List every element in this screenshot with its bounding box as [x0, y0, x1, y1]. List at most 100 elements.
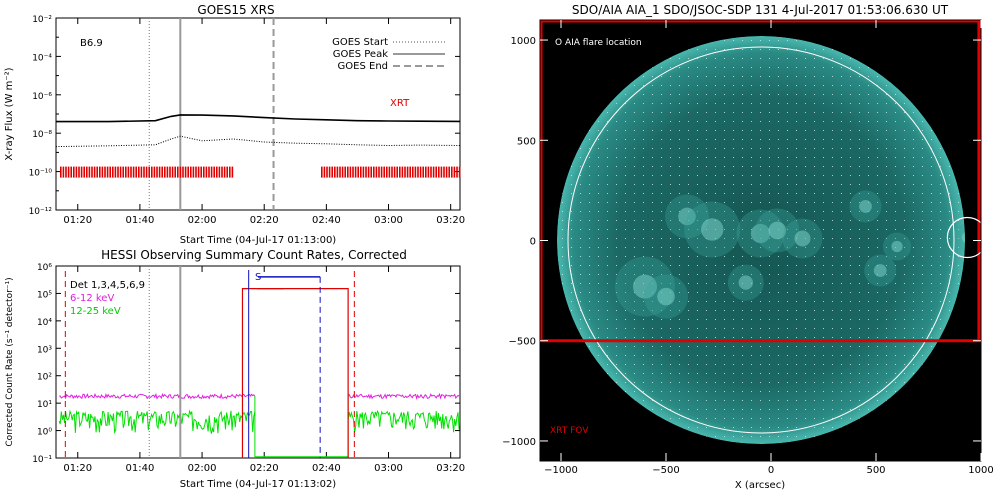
hessi-xtick-label: 01:20	[63, 463, 92, 474]
aia-xtick-label: 1000	[968, 465, 993, 476]
xrt-coverage-tick	[445, 166, 448, 178]
active-region-core	[678, 207, 696, 226]
xrt-coverage-tick	[143, 166, 145, 178]
active-region-core	[738, 275, 753, 290]
active-region-core	[873, 264, 887, 277]
xrt-coverage-tick	[86, 166, 88, 178]
xrt-coverage-tick	[458, 166, 461, 178]
hessi-ytick-label: 10²	[37, 373, 52, 383]
goes-long-channel-line	[56, 114, 461, 123]
goes-ytick-label: 10⁻¹⁰	[29, 169, 53, 179]
aia-title: SDO/AIA AIA_1 SDO/JSOC-SDP 131 4-Jul-201…	[572, 3, 949, 17]
flare-location-circle	[946, 216, 988, 259]
goes-xtick-label: 02:40	[312, 215, 341, 226]
xrt-coverage-tick	[386, 166, 388, 178]
xrt-coverage-tick	[114, 166, 117, 178]
goes-panel: GOES15 XRS 10⁻² 10⁻⁴ 10⁻⁶ 10⁻⁸ 10⁻¹⁰ 10⁻¹² 01…	[4, 3, 465, 246]
xrt-coverage-tick	[99, 166, 101, 178]
aia-xtick-label: 0	[768, 465, 774, 476]
hessi-xtick-label: 03:20	[436, 463, 465, 474]
goes-title: GOES15 XRS	[197, 3, 274, 17]
xrt-coverage-tick	[373, 166, 375, 178]
xrt-fov-label: XRT FOV	[550, 426, 589, 436]
goes-class-annotation: B6.9	[80, 38, 103, 49]
xrt-coverage-tick	[192, 166, 195, 178]
xrt-coverage-tick	[182, 166, 184, 178]
xrt-coverage-tick	[388, 166, 391, 178]
xrt-coverage-tick	[73, 166, 75, 178]
hessi-xtick-label: 03:00	[374, 463, 403, 474]
goes-xtick-label: 03:00	[374, 215, 403, 226]
hessi-ytick-label: 10⁻¹	[32, 455, 52, 465]
hessi-ytick-label: 10⁰	[37, 428, 52, 438]
xrt-coverage-tick	[106, 166, 109, 178]
aia-x-axis: −1000 −500 0 500 1000	[544, 20, 994, 476]
goes-y-axis: 10⁻² 10⁻⁴ 10⁻⁶ 10⁻⁸ 10⁻¹⁰ 10⁻¹²	[29, 15, 460, 217]
xrt-coverage-tick	[153, 166, 156, 178]
xrt-coverage-tick	[226, 166, 228, 178]
goes-legend-peak: GOES Peak	[333, 49, 388, 60]
goes-plot-frame	[55, 17, 461, 211]
xrt-coverage-tick	[334, 166, 336, 178]
xrt-coverage-tick	[91, 166, 93, 178]
xrt-coverage-tick	[164, 166, 166, 178]
hessi-marks	[58, 266, 460, 458]
xrt-coverage-tick	[427, 166, 430, 178]
xrt-coverage-tick	[197, 166, 200, 178]
active-region-core	[701, 218, 724, 241]
xrt-coverage-tick	[231, 166, 234, 178]
hessi-legend-12-25kev: 12-25 keV	[70, 306, 121, 317]
xrt-fov-box	[539, 19, 981, 343]
xrt-coverage-tick	[422, 166, 424, 178]
hessi-xtick-label: 02:20	[250, 463, 279, 474]
night-bracket-line	[257, 287, 349, 458]
xrt-coverage-tick	[380, 166, 383, 178]
aia-ytick-label: −500	[509, 337, 536, 348]
hessi-legend-6-12kev: 6-12 keV	[70, 293, 114, 304]
goes-xtick-label: 03:20	[436, 215, 465, 226]
aia-ytick-label: 500	[517, 136, 536, 147]
xrt-coverage-tick	[177, 166, 179, 178]
xrt-coverage-tick	[138, 166, 140, 178]
goes-ytick-label: 10⁻⁸	[32, 130, 52, 140]
xrt-coverage-tick	[62, 166, 65, 178]
hessi-panel: HESSI Observing Summary Count Rates, Cor…	[5, 248, 465, 490]
active-region-core	[794, 230, 811, 247]
xrt-coverage-tick	[432, 166, 435, 178]
xrt-coverage-tick	[438, 166, 440, 178]
xrt-coverage-tick	[357, 166, 359, 178]
xrt-coverage-tick	[200, 166, 202, 178]
aia-legend-flare: O AIA flare location	[555, 38, 642, 48]
xrt-coverage-tick	[409, 166, 411, 178]
xrt-coverage-tick	[229, 166, 231, 178]
xrt-coverage-tick	[161, 166, 163, 178]
aia-ytick-label: 1000	[511, 36, 536, 47]
goes-xlabel: Start Time (04-Jul-17 01:13:00)	[180, 235, 337, 246]
hessi-plot-frame	[55, 265, 461, 459]
hessi-ytick-label: 10⁴	[37, 318, 52, 328]
goes-xtick-label: 01:40	[125, 215, 154, 226]
goes-ytick-label: 10⁻²	[32, 15, 52, 25]
hessi-xtick-label: 01:40	[125, 463, 154, 474]
aia-ytick-label: −1000	[502, 437, 536, 448]
active-region	[953, 223, 965, 252]
active-region-core	[961, 231, 965, 244]
goes-xtick-label: 02:00	[188, 215, 217, 226]
active-region-core	[633, 274, 657, 299]
xrt-coverage-tick	[360, 166, 362, 178]
xrt-coverage-tick	[132, 166, 135, 178]
xrt-coverage-tick	[331, 166, 333, 178]
xrt-coverage-tick	[60, 166, 62, 178]
aia-y-axis: 1000 500 0 −500 −1000	[502, 36, 981, 448]
xrt-coverage-tick	[367, 166, 370, 178]
xrt-coverage-tick	[370, 166, 372, 178]
xrt-coverage-tick	[339, 166, 341, 178]
xrt-coverage-tick	[158, 166, 161, 178]
hessi-xtick-label: 02:40	[312, 463, 341, 474]
hessi-ytick-label: 10⁵	[37, 290, 52, 300]
xrt-coverage-tick	[179, 166, 182, 178]
xrt-coverage-tick	[169, 166, 171, 178]
xrt-coverage-tick	[203, 166, 205, 178]
xrt-coverage-tick	[96, 166, 98, 178]
xrt-coverage-tick	[443, 166, 445, 178]
